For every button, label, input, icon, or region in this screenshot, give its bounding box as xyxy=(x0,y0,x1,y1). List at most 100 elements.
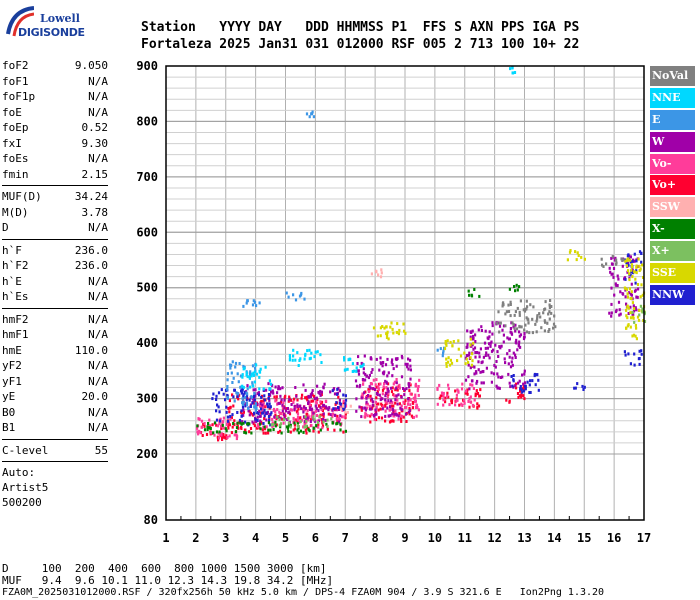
data-point-nne xyxy=(296,351,299,355)
data-point-nnw xyxy=(236,411,239,414)
data-point-vo- xyxy=(253,401,256,405)
data-point-nnw xyxy=(522,389,526,393)
data-point-x- xyxy=(282,418,285,422)
data-point-vo- xyxy=(264,405,267,409)
data-point-e xyxy=(442,349,445,353)
data-point-noval xyxy=(498,321,501,325)
param-key: yF2 xyxy=(2,359,22,372)
data-point-w xyxy=(313,397,317,401)
data-point-vo- xyxy=(475,389,478,393)
data-point-w xyxy=(296,405,299,408)
data-point-vo- xyxy=(257,425,260,429)
data-point-w xyxy=(632,309,636,313)
data-point-x- xyxy=(203,428,207,432)
data-point-e xyxy=(253,300,257,304)
data-point-w xyxy=(409,377,412,381)
data-point-nnw xyxy=(336,387,339,391)
data-point-vo- xyxy=(360,408,363,412)
data-point-w xyxy=(387,414,390,418)
data-point-x- xyxy=(296,428,299,432)
data-point-nne xyxy=(241,375,244,379)
data-point-sse xyxy=(463,351,466,355)
data-point-w xyxy=(372,400,375,404)
data-point-vo- xyxy=(468,405,471,409)
data-point-w xyxy=(474,340,477,343)
param-key: MUF(D) xyxy=(2,190,42,203)
data-point-nnw xyxy=(623,350,626,354)
data-point-vo- xyxy=(396,398,399,402)
data-point-x- xyxy=(516,288,519,292)
data-point-nne xyxy=(270,382,273,386)
data-point-vo- xyxy=(408,389,411,393)
data-point-e xyxy=(311,110,314,114)
data-point-sse xyxy=(634,323,637,327)
data-point-w xyxy=(518,340,521,344)
param-value: 0.52 xyxy=(81,121,109,134)
data-point-sse xyxy=(402,322,405,326)
data-point-vo- xyxy=(416,389,419,393)
data-point-vo- xyxy=(243,428,247,432)
data-point-w xyxy=(474,355,477,359)
data-point-vo- xyxy=(464,391,467,395)
data-point-vo- xyxy=(311,393,314,397)
data-point-w xyxy=(296,403,299,407)
data-point-vo- xyxy=(369,420,372,424)
data-point-noval xyxy=(513,313,516,317)
data-point-sse xyxy=(566,258,569,262)
data-point-sse xyxy=(390,321,393,325)
data-point-w xyxy=(288,398,291,402)
param-key: M(D) xyxy=(2,205,29,219)
data-point-vo- xyxy=(303,422,306,426)
data-point-vo- xyxy=(438,383,441,387)
data-point-vo- xyxy=(466,388,469,392)
data-point-x- xyxy=(269,428,272,432)
data-point-vo- xyxy=(292,400,295,404)
data-point-vo- xyxy=(302,407,305,411)
data-point-nnw xyxy=(526,380,529,384)
data-point-x- xyxy=(296,422,299,426)
data-point-w xyxy=(309,406,312,410)
data-point-x- xyxy=(331,421,334,425)
data-point-nnw xyxy=(265,411,268,415)
data-point-noval xyxy=(536,317,539,321)
legend-item-ssw: SSW xyxy=(650,197,695,218)
data-point-vo- xyxy=(261,405,265,409)
data-point-w xyxy=(624,288,627,292)
data-point-sse xyxy=(631,265,634,269)
data-point-w xyxy=(634,306,637,310)
data-point-sse xyxy=(625,288,628,292)
data-point-vo- xyxy=(439,394,442,398)
data-point-w xyxy=(279,416,282,420)
data-point-vo- xyxy=(321,409,324,413)
data-point-w xyxy=(491,321,494,325)
data-point-w xyxy=(385,381,388,385)
data-point-e xyxy=(258,301,261,305)
file-info-row: FZA0M_2025031012000.RSF / 320fx256h 50 k… xyxy=(2,587,605,598)
data-point-sse xyxy=(630,268,633,272)
data-point-nne xyxy=(246,375,249,379)
data-point-vo- xyxy=(444,396,447,400)
data-point-vo- xyxy=(382,405,385,409)
data-point-vo- xyxy=(375,385,378,389)
data-point-nnw xyxy=(244,404,247,408)
data-point-w xyxy=(355,397,358,401)
data-point-vo- xyxy=(232,404,235,408)
data-point-vo- xyxy=(361,396,365,400)
data-point-vo- xyxy=(396,388,399,392)
data-point-w xyxy=(400,408,404,412)
data-point-vo- xyxy=(369,394,372,398)
data-point-w xyxy=(501,375,504,379)
data-point-vo- xyxy=(448,403,451,407)
data-point-sse xyxy=(630,297,633,301)
data-point-sse xyxy=(404,331,407,335)
data-point-w xyxy=(278,401,281,405)
data-point-noval xyxy=(600,257,603,261)
data-point-nnw xyxy=(627,352,630,356)
data-point-w xyxy=(381,407,384,411)
data-point-nnw xyxy=(215,394,218,398)
data-point-nnw xyxy=(225,410,228,414)
data-point-vo- xyxy=(285,407,288,411)
data-point-w xyxy=(308,408,312,411)
data-point-vo- xyxy=(389,401,392,405)
data-point-w xyxy=(381,397,384,401)
